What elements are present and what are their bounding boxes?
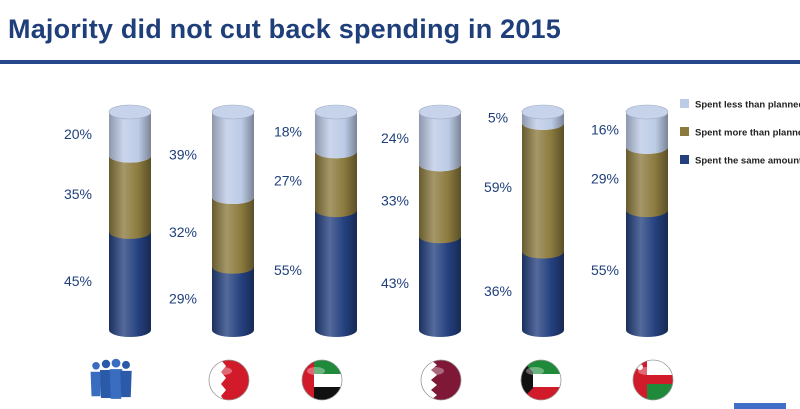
data-label: 16%	[591, 121, 619, 137]
bar-segment-spent-more-than-planned	[522, 122, 564, 259]
legend-swatch	[680, 127, 689, 136]
bar-segment-spent-more-than-planned	[419, 164, 461, 244]
bar-top-cap	[625, 104, 669, 120]
chart-title: Majority did not cut back spending in 20…	[8, 14, 561, 44]
legend: Spent less than planned Spent more than p…	[680, 99, 800, 167]
data-label: 35%	[64, 186, 92, 202]
bar-segment-spent-less-than-planned	[315, 112, 357, 159]
bar-group	[521, 104, 565, 337]
oman-flag-icon	[632, 359, 674, 401]
data-label: 32%	[169, 224, 197, 240]
qatar-flag-icon	[420, 359, 462, 401]
bar-top-cap	[521, 104, 565, 120]
data-label: 18%	[274, 124, 302, 140]
bar-top-cap	[418, 104, 462, 120]
bar-segment-spent-less-than-planned	[109, 112, 151, 163]
data-label: 29%	[591, 170, 619, 186]
kuwait-flag-icon	[520, 359, 562, 401]
bar-segment-spent-less-than-planned	[212, 112, 254, 205]
bar-group	[108, 104, 152, 337]
legend-item-spent-the-same-amount: Spent the same amount	[680, 155, 800, 167]
legend-swatch	[680, 99, 689, 108]
bar-top-cap	[108, 104, 152, 120]
bar-segment-spent-the-same-amount	[315, 210, 357, 337]
bar-segment-spent-less-than-planned	[522, 112, 564, 130]
people-silhouette-icon	[90, 358, 132, 399]
bar-segment-spent-more-than-planned	[315, 151, 357, 218]
legend-item-spent-less-than-planned: Spent less than planned	[680, 99, 800, 111]
bar-group	[625, 104, 669, 337]
bar-segment-spent-less-than-planned	[626, 112, 668, 154]
data-label: 27%	[274, 173, 302, 189]
data-label: 5%	[488, 109, 508, 125]
bar-segment-spent-the-same-amount	[212, 266, 254, 337]
legend-label: Spent the same amount	[695, 156, 800, 167]
legend-label: Spent more than planned	[695, 128, 800, 139]
data-label: 33%	[381, 192, 409, 208]
data-label: 20%	[64, 126, 92, 142]
data-label: 45%	[64, 273, 92, 289]
data-label: 36%	[484, 283, 512, 299]
data-label: 29%	[169, 290, 197, 306]
bar-segment-spent-the-same-amount	[626, 210, 668, 337]
legend-swatch	[680, 155, 689, 164]
category-icons-layer	[90, 358, 674, 401]
bars-layer	[108, 104, 669, 337]
legend-item-spent-more-than-planned: Spent more than planned	[680, 127, 800, 139]
bar-top-cap	[314, 104, 358, 120]
data-label: 43%	[381, 275, 409, 291]
bar-segment-spent-more-than-planned	[109, 155, 151, 239]
bar-group	[418, 104, 462, 337]
bar-segment-spent-the-same-amount	[419, 236, 461, 337]
uae-flag-icon	[301, 359, 343, 401]
legend-label: Spent less than planned	[695, 100, 800, 111]
bar-segment-spent-the-same-amount	[522, 251, 564, 337]
bar-segment-spent-the-same-amount	[109, 231, 151, 337]
data-label: 59%	[484, 179, 512, 195]
data-label: 39%	[169, 147, 197, 163]
data-label: 24%	[381, 130, 409, 146]
bar-group	[314, 104, 358, 337]
bar-segment-spent-more-than-planned	[626, 146, 668, 218]
bar-top-cap	[211, 104, 255, 120]
bahrain-flag-icon	[208, 359, 250, 401]
bar-group	[211, 104, 255, 337]
slide-corner-tab	[734, 403, 786, 409]
bar-segment-spent-more-than-planned	[212, 197, 254, 274]
data-label: 55%	[274, 262, 302, 278]
title-underline	[0, 60, 800, 64]
labels-layer: 45% 35% 20% 29% 32% 39% 55% 27% 18% 43% 33% 24% 36% 5…	[64, 109, 619, 306]
data-label: 55%	[591, 262, 619, 278]
bar-segment-spent-less-than-planned	[419, 112, 461, 172]
